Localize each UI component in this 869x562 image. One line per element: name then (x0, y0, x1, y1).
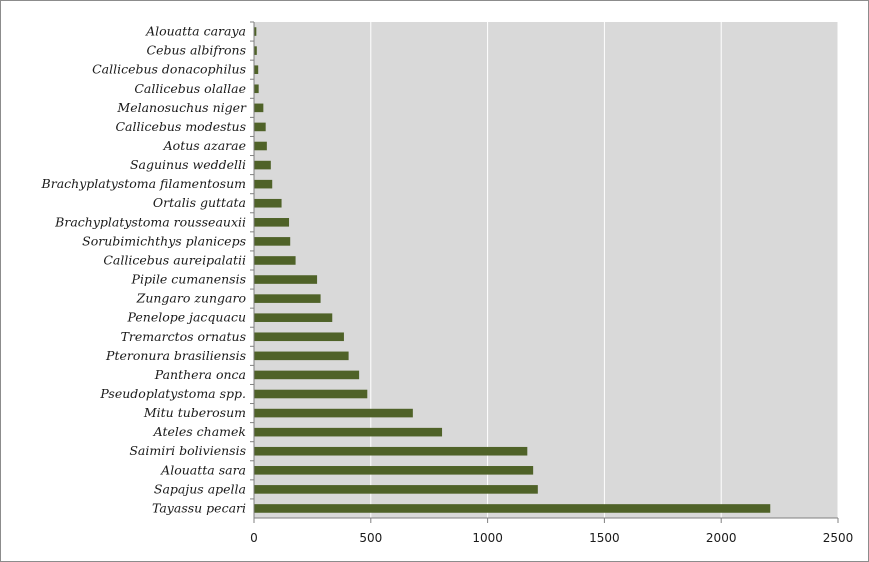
bar (254, 65, 259, 74)
category-label: Panthera onca (154, 367, 246, 382)
x-tick-label: 2000 (706, 531, 737, 545)
category-label: Zungaro zungaro (136, 291, 246, 306)
category-label: Penelope jacquacu (127, 310, 246, 325)
bar (254, 198, 282, 208)
category-label: Saimiri boliviensis (129, 443, 246, 458)
bar (254, 294, 321, 303)
category-label: Alouatta sara (160, 462, 246, 477)
bar (254, 122, 266, 132)
bar (254, 389, 368, 399)
bar (254, 485, 538, 494)
bars (254, 27, 771, 513)
category-label: Cebus albifrons (147, 43, 246, 58)
category-label: Alouatta caraya (145, 24, 246, 39)
category-label: Ortalis guttata (153, 195, 246, 210)
category-label: Brachyplatystoma filamentosum (41, 176, 246, 191)
category-label: Pipile cumanensis (131, 272, 246, 287)
category-label: Ateles chamek (153, 424, 246, 439)
bar (254, 351, 349, 361)
category-label: Callicebus modestus (115, 119, 246, 134)
bar (254, 160, 271, 170)
x-tick-label: 2500 (823, 531, 854, 545)
category-label: Melanosuchus niger (116, 100, 247, 115)
category-label: Saguinus weddelli (130, 157, 246, 172)
bar (254, 427, 443, 437)
category-labels: Alouatta caraya Cebus albifrons Callicebus… (41, 24, 247, 516)
category-label: Pteronura brasiliensis (105, 348, 246, 363)
x-tick-label: 1000 (472, 531, 503, 545)
category-label: Pseudoplatystoma spp. (99, 386, 246, 401)
bar (254, 84, 259, 94)
bar (254, 103, 264, 113)
bar (254, 179, 273, 189)
x-tick-labels: 0 500 1000 1500 2000 2500 (250, 531, 853, 545)
category-label: Tremarctos ornatus (121, 329, 246, 344)
bar (254, 46, 257, 55)
bar (254, 237, 291, 246)
bar (254, 275, 318, 284)
bar (254, 332, 344, 342)
category-label: Sorubimichthys planiceps (82, 233, 246, 248)
category-label: Aotus azarae (163, 138, 246, 153)
bar (254, 466, 534, 475)
bar (254, 218, 290, 227)
axes (250, 21, 839, 523)
category-label: Callicebus aureipalatii (103, 252, 246, 267)
bar (254, 313, 333, 322)
category-label: Brachyplatystoma rousseauxii (54, 214, 246, 229)
bar (254, 446, 528, 456)
plot-area (254, 22, 838, 518)
bar (254, 27, 257, 36)
category-label: Tayassu pecari (152, 500, 246, 515)
category-label: Callicebus olallae (134, 81, 246, 96)
bar (254, 370, 360, 380)
category-label: Callicebus donacophilus (92, 62, 246, 77)
bar (254, 408, 413, 418)
bar (254, 141, 267, 151)
category-label: Mitu tuberosum (143, 405, 246, 420)
x-tick-label: 0 (250, 531, 258, 545)
x-tick-label: 1500 (589, 531, 620, 545)
category-label: Sapajus apella (154, 481, 246, 496)
bar (254, 504, 771, 513)
bar (254, 256, 296, 265)
x-tick-label: 500 (359, 531, 382, 545)
